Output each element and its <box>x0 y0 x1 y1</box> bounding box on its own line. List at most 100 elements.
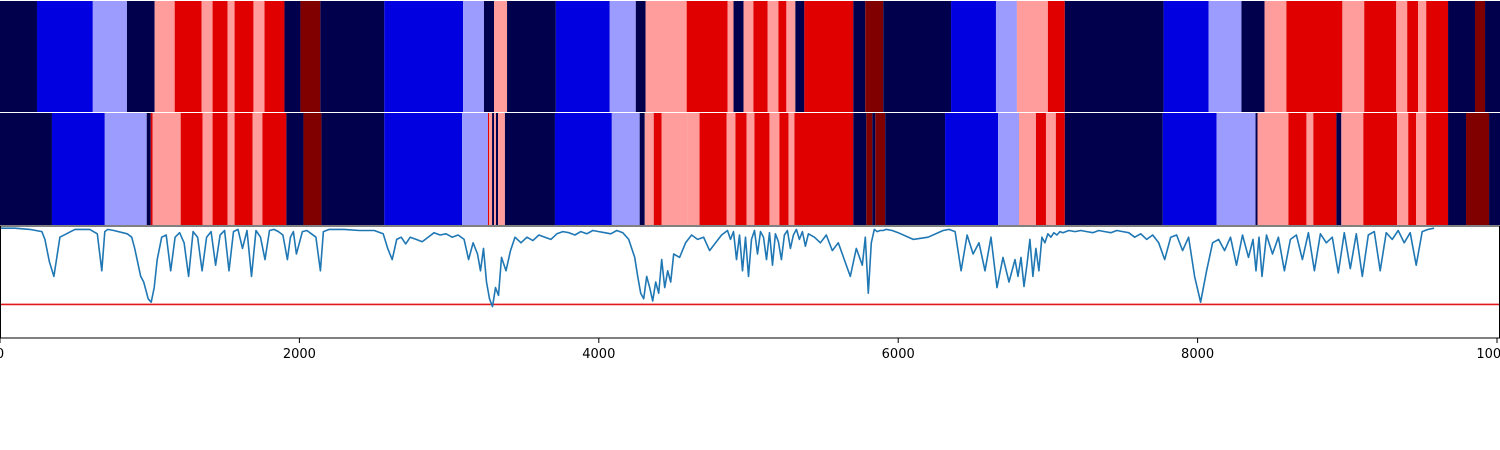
state-strip-2-segment-35 <box>746 113 755 225</box>
state-strip-2-segment-67 <box>1448 113 1467 225</box>
state-strip-1-segment-19 <box>507 1 556 112</box>
state-strip-1-segment-11 <box>264 1 285 112</box>
state-strip-2-segment-19 <box>489 113 493 225</box>
state-strip-2-segment-15 <box>321 113 385 225</box>
state-strip-1-segment-47 <box>1342 1 1365 112</box>
x-tick-label-1: 2000 <box>283 347 316 362</box>
state-strip-2-segment-38 <box>779 113 789 225</box>
state-strip-2-segment-58 <box>1306 113 1314 225</box>
state-strip-2-segment-10 <box>234 113 253 225</box>
state-strip-2-segment-65 <box>1416 113 1427 225</box>
state-strip-2-segment-2 <box>104 113 147 225</box>
state-strip-1-segment-26 <box>733 1 744 112</box>
state-strip-1-segment-55 <box>1485 1 1500 112</box>
state-strip-1-segment-27 <box>743 1 754 112</box>
state-strip-2-segment-24 <box>504 113 555 225</box>
state-strip-2-segment-8 <box>212 113 228 225</box>
state-strip-2-segment-40 <box>794 113 854 225</box>
state-strip-2-segment-3 <box>146 113 151 225</box>
state-strip-2-segment-63 <box>1397 113 1409 225</box>
state-strip-1-segment-5 <box>174 1 202 112</box>
state-strip-2-segment-69 <box>1489 113 1500 225</box>
state-strip-1-segment-51 <box>1418 1 1427 112</box>
state-strip-2-segment-31 <box>687 113 700 225</box>
state-strip-2-segment-53 <box>1162 113 1217 225</box>
state-strip-2-segment-29 <box>653 113 662 225</box>
state-strip-2-segment-57 <box>1288 113 1307 225</box>
state-strip-2-segment-34 <box>735 113 747 225</box>
state-strip-1-segment-28 <box>753 1 768 112</box>
state-strip-2-segment-44 <box>875 113 886 225</box>
state-strip-1-segment-50 <box>1407 1 1419 112</box>
state-strip-1-segment-36 <box>883 1 952 112</box>
state-strip-2-segment-26 <box>611 113 640 225</box>
state-strip-2-segment-37 <box>769 113 780 225</box>
state-strip-1-segment-34 <box>853 1 866 112</box>
state-strip-2-segment-64 <box>1408 113 1417 225</box>
state-strip-1-segment-33 <box>804 1 854 112</box>
state-strip-1-segment-20 <box>555 1 610 112</box>
state-strip-2-segment-55 <box>1255 113 1258 225</box>
state-strip-2-segment-18 <box>488 113 490 225</box>
state-strip-1 <box>0 1 1500 112</box>
state-strip-1-segment-4 <box>154 1 175 112</box>
state-strip-2-segment-61 <box>1341 113 1364 225</box>
state-strip-1-segment-48 <box>1364 1 1397 112</box>
probability-line-panel <box>0 225 1500 339</box>
state-strip-1-segment-1 <box>36 1 93 112</box>
state-strip-1-segment-31 <box>786 1 796 112</box>
probability-line <box>0 227 1435 308</box>
state-strip-2-segment-30 <box>661 113 688 225</box>
state-strip-2-segment-48 <box>1019 113 1036 225</box>
state-strip-2-segment-32 <box>699 113 727 225</box>
state-strip-2-segment-36 <box>754 113 770 225</box>
state-strip-2-segment-0 <box>0 113 52 225</box>
state-strip-1-segment-30 <box>778 1 787 112</box>
state-strip-1-segment-52 <box>1426 1 1449 112</box>
state-strip-1-segment-43 <box>1208 1 1242 112</box>
state-strip-2-segment-17 <box>462 113 489 225</box>
state-strip-2-segment-43 <box>872 113 876 225</box>
state-strip-1-segment-14 <box>320 1 385 112</box>
state-strip-2-segment-5 <box>152 113 181 225</box>
state-strip-2-segment-21 <box>494 113 496 225</box>
state-strip-1-segment-17 <box>483 1 495 112</box>
state-strip-2-segment-47 <box>998 113 1020 225</box>
state-strip-1-segment-13 <box>300 1 321 112</box>
state-strip-2-segment-46 <box>945 113 999 225</box>
state-strip-1-segment-12 <box>284 1 301 112</box>
state-strip-2-segment-54 <box>1216 113 1256 225</box>
state-strip-1-segment-37 <box>951 1 996 112</box>
state-strip-2-segment-9 <box>227 113 235 225</box>
state-strip-2-segment-66 <box>1426 113 1449 225</box>
state-strip-1-segment-23 <box>645 1 687 112</box>
state-strip-2-segment-20 <box>492 113 495 225</box>
state-strip-1-segment-0 <box>0 1 37 112</box>
state-strip-2-segment-27 <box>639 113 645 225</box>
state-strip-1-segment-44 <box>1241 1 1265 112</box>
state-strip-2-segment-56 <box>1257 113 1289 225</box>
state-strip-2-segment-39 <box>788 113 795 225</box>
state-strip-2-segment-68 <box>1466 113 1490 225</box>
state-strip-1-segment-22 <box>635 1 646 112</box>
x-tick-label-5: 10000 <box>1476 347 1500 362</box>
state-strip-2-segment-59 <box>1313 113 1337 225</box>
state-strip-2-segment-42 <box>866 113 873 225</box>
state-strip-2-segment-52 <box>1064 113 1163 225</box>
state-strip-2-segment-14 <box>303 113 322 225</box>
state-strip-2-segment-41 <box>853 113 867 225</box>
x-tick-label-0: 0 <box>0 347 4 362</box>
state-strip-1-segment-46 <box>1286 1 1343 112</box>
state-strip-1-segment-10 <box>253 1 265 112</box>
state-strip-1-segment-16 <box>463 1 484 112</box>
state-strip-2-segment-6 <box>180 113 203 225</box>
state-strip-1-segment-3 <box>126 1 155 112</box>
state-strip-2-segment-23 <box>498 113 505 225</box>
state-strip-1-segment-39 <box>1016 1 1048 112</box>
state-strip-1-segment-42 <box>1163 1 1209 112</box>
state-strip-1-segment-49 <box>1396 1 1408 112</box>
state-strip-2-segment-25 <box>554 113 612 225</box>
x-tick-label-4: 8000 <box>1181 347 1214 362</box>
state-strip-2-segment-49 <box>1035 113 1046 225</box>
